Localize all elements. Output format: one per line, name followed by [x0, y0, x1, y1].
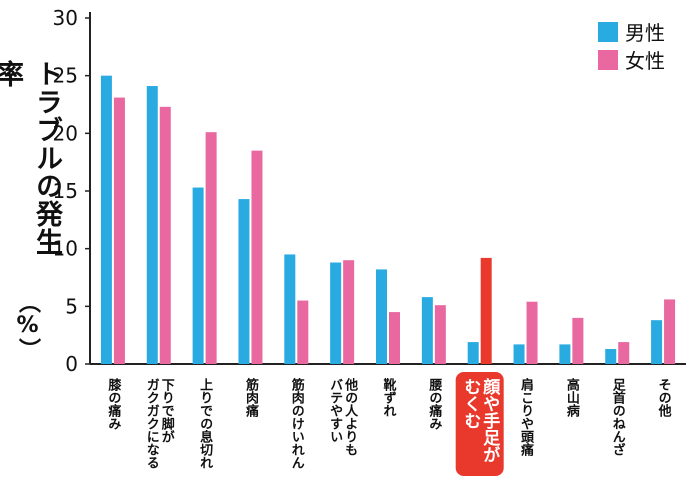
y-tick-label: 20 [53, 121, 78, 145]
bar-male-11 [605, 349, 617, 364]
y-axis-unit: （%） [15, 291, 40, 360]
legend-swatch-1 [598, 50, 618, 70]
bar-male-5 [330, 262, 342, 364]
x-tick-label: 靴ずれ [381, 377, 397, 417]
bar-male-4 [284, 254, 296, 364]
x-tick-label: その他 [656, 378, 673, 418]
bar-female-11 [618, 342, 630, 364]
x-tick-label: 顔や手足が [479, 377, 501, 463]
x-tick-label: 上りでの息切れ [197, 378, 213, 469]
bar-male-10 [559, 344, 571, 364]
bar-female-5 [343, 260, 355, 364]
bar-male-1 [146, 86, 158, 365]
x-tick-label: むくむ [460, 378, 480, 429]
x-tick-label: 筋肉のけいれん [289, 377, 306, 469]
y-tick-label: 5 [65, 294, 78, 318]
bar-female-1 [159, 106, 171, 364]
y-axis-label: トラブルの発生率 [0, 60, 62, 256]
legend-label: 女性 [625, 49, 665, 73]
y-tick-label: 10 [53, 237, 78, 261]
bar-male-0 [100, 75, 112, 365]
x-tick-label: 肩こりや頭痛 [518, 377, 535, 457]
bar-female-6 [389, 312, 400, 364]
bar-female-4 [297, 300, 309, 364]
bar-male-2 [192, 187, 204, 364]
bar-female-0 [113, 97, 125, 364]
highlight-label-box [455, 372, 504, 476]
legend-swatch-0 [598, 22, 618, 42]
bar-male-7 [421, 297, 433, 364]
bar-female-10 [572, 317, 584, 364]
x-tick-label: 他の人よりも [342, 377, 359, 456]
x-tick-label: 筋肉痛 [243, 377, 260, 418]
x-tick-label: 足首のねんざ [610, 378, 626, 456]
bar-male-9 [513, 344, 525, 364]
x-tick-label: ガクガクになる [144, 378, 160, 469]
bar-female-8 [480, 257, 492, 364]
x-tick-label: 高山病 [564, 377, 580, 418]
x-tick-label: バテやすい [327, 378, 343, 443]
x-tick-label: 腰の痛み [426, 378, 443, 430]
y-tick-label: 15 [53, 179, 78, 203]
bar-male-12 [651, 320, 663, 364]
y-tick-label: 30 [53, 6, 78, 30]
bar-male-6 [376, 269, 387, 364]
bar-female-2 [205, 132, 217, 364]
bar-female-3 [251, 150, 263, 364]
y-tick-label: 25 [53, 64, 78, 88]
bar-female-7 [434, 305, 446, 364]
bar-female-12 [664, 299, 676, 364]
bar-male-3 [238, 199, 250, 364]
bar-female-9 [526, 301, 538, 364]
y-axis-title: トラブルの発生率 （%） [0, 60, 62, 360]
x-tick-label: 下りで脚が [159, 378, 175, 443]
legend-label: 男性 [625, 21, 665, 45]
x-tick-label: 膝の痛み [105, 377, 122, 430]
bar-male-8 [467, 342, 479, 364]
y-tick-label: 0 [65, 352, 78, 376]
